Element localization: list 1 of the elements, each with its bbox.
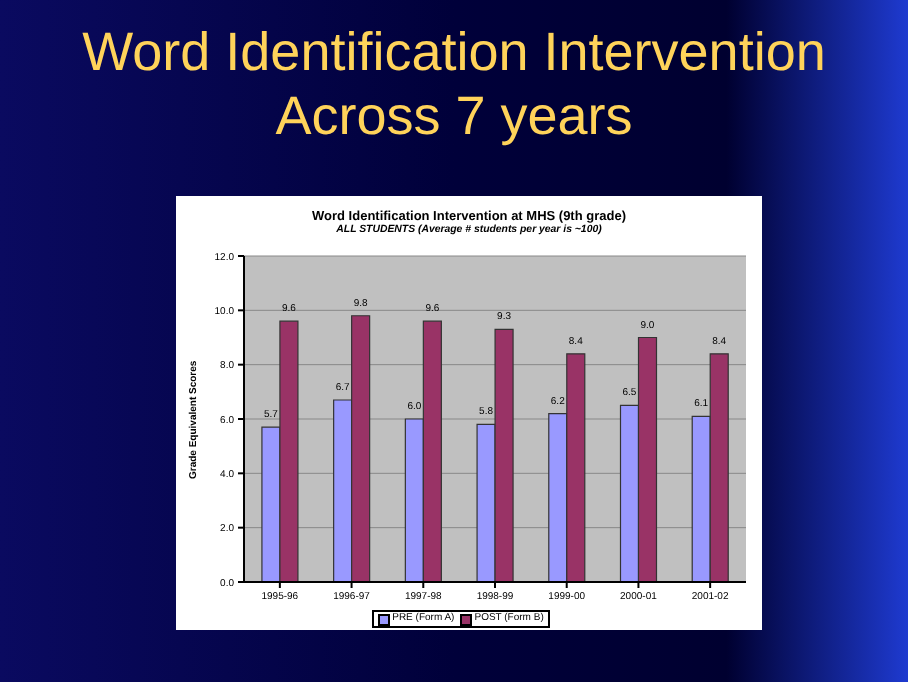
chart-title: Word Identification Intervention Across 7 years	[80, 20, 828, 148]
